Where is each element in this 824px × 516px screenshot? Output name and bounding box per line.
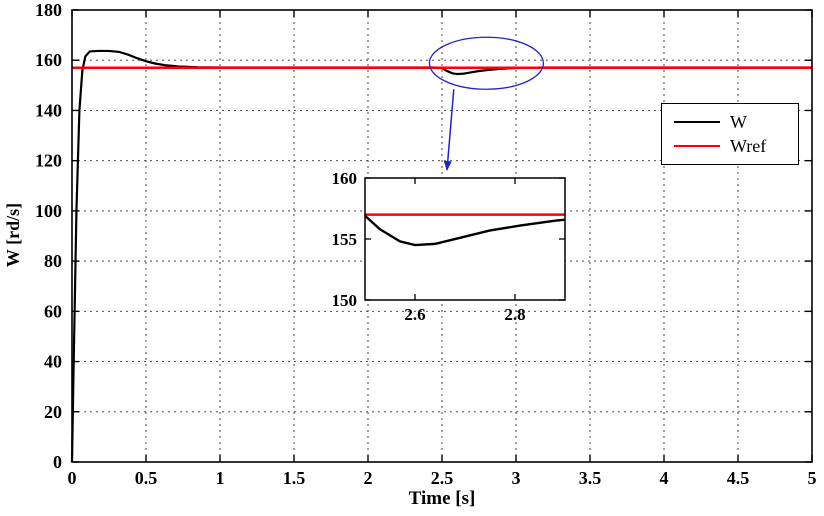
tick-label: 2.8 [504,305,525,324]
legend-entry-wref: Wref [662,136,798,157]
x-axis-label: Time [s] [408,488,476,509]
tick-label: 0 [53,452,62,472]
w-line-sample [674,121,720,123]
legend-label-wref: Wref [730,135,767,156]
tick-label: 0.5 [135,468,158,488]
tick-label: 80 [44,251,62,271]
tick-label: 140 [35,100,62,120]
tick-label: 155 [332,230,358,249]
tick-label: 160 [332,169,358,188]
tick-label: 40 [44,352,62,372]
tick-label: 2.6 [404,305,425,324]
zoom-inset: 2.6 2.8 150 155 160 [332,169,566,324]
tick-label: 4 [660,468,669,488]
tick-label: 4.5 [727,468,750,488]
wref-line-sample [674,145,720,147]
tick-label: 120 [35,151,62,171]
legend: W Wref [661,103,799,165]
y-axis-label: W [rd/s] [3,202,23,268]
tick-label: 3 [512,468,521,488]
tick-label: 1 [216,468,225,488]
tick-label: 150 [332,291,358,310]
tick-label: 2 [364,468,373,488]
tick-label: 180 [35,0,62,20]
legend-label-w: W [730,111,747,132]
zoom-ellipse-annotation [428,36,545,90]
axis-ticks: 0 0.5 1 1.5 2 2.5 3 3.5 4 4.5 5 0 20 40 60 80 100 120 140 1… [35,0,817,488]
tick-label: 100 [35,201,62,221]
tick-label: 160 [35,50,62,70]
tick-label: 20 [44,402,62,422]
tick-label: 0 [68,468,77,488]
tick-label: 5 [808,468,817,488]
legend-entry-w: W [662,112,798,133]
tick-label: 1.5 [283,468,306,488]
tick-label: 3.5 [579,468,602,488]
zoom-arrow [443,89,455,171]
tick-label: 60 [44,301,62,321]
tick-label: 2.5 [431,468,454,488]
